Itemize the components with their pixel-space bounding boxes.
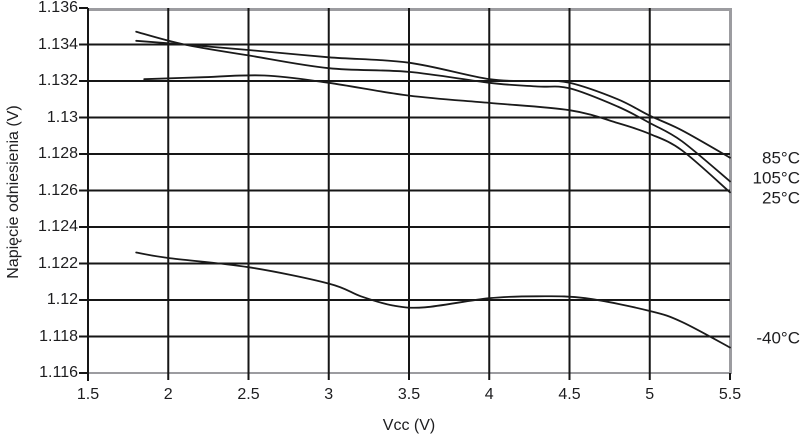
y-tick-label: 1.122 (37, 254, 78, 272)
y-tick-label: 1.126 (37, 181, 78, 199)
x-tick-label: 1.5 (76, 386, 100, 403)
series-label: 85°C (762, 148, 800, 168)
series-label: 105°C (752, 168, 800, 188)
y-tick-label: 1.134 (37, 35, 78, 53)
y-tick-label: 1.13 (46, 108, 78, 126)
x-tick-label: 3.5 (397, 386, 421, 403)
x-tick-label: 5.5 (718, 386, 742, 403)
y-axis-title: Napięcie odniesienia (V) (5, 105, 22, 279)
x-tick-label: 5 (645, 386, 655, 403)
curve-105c (135, 30, 731, 183)
y-tick-label: 1.116 (39, 364, 78, 381)
curve-40c (135, 251, 731, 349)
series-labels: 85°C 105°C 25°C -40°C (736, 0, 800, 442)
series-label: 25°C (762, 188, 800, 208)
x-axis-title: Vcc (V) (382, 417, 436, 434)
x-tick-label: 3 (324, 386, 334, 403)
y-tick-label: 1.118 (39, 327, 78, 345)
curve-85c (135, 39, 731, 159)
y-tick-label: 1.136 (37, 0, 78, 16)
series-label: -40°C (756, 328, 800, 348)
x-tick-label: 4 (484, 386, 494, 403)
curve-25c (143, 74, 731, 194)
x-tick-label: 2.5 (237, 386, 260, 403)
y-tick-label: 1.128 (37, 145, 78, 162)
y-tick-label: 1.124 (37, 218, 78, 235)
y-tick-label: 1.132 (37, 72, 78, 89)
y-tick-label: 1.12 (46, 291, 78, 308)
x-tick-label: 4.5 (558, 386, 581, 403)
x-tick-label: 2 (163, 386, 173, 403)
x-tick-labels: 1.5 2 2.5 3 3.5 4 4.5 5 5.5 (0, 387, 802, 407)
y-tick-labels: 1.136 1.134 1.132 1.13 1.128 1.126 1.124 1.122 1… (0, 0, 78, 442)
